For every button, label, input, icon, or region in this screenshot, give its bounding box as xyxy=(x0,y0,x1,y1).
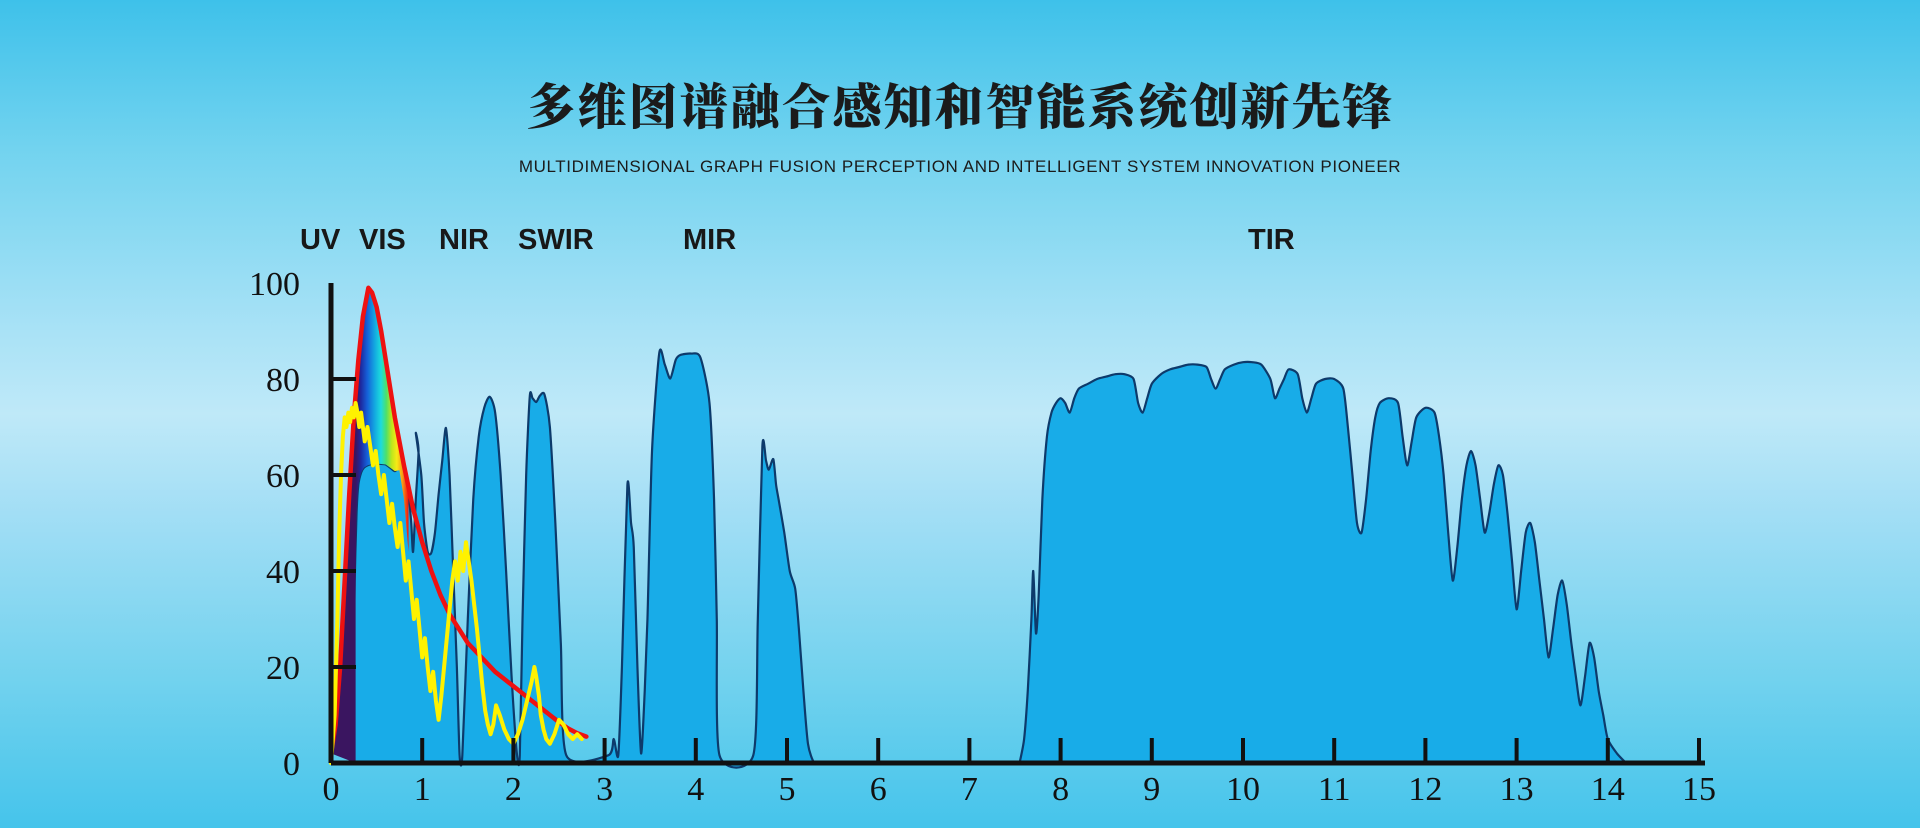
svg-text:15: 15 xyxy=(1682,771,1716,808)
svg-text:9: 9 xyxy=(1143,771,1160,808)
svg-text:8: 8 xyxy=(1052,771,1069,808)
svg-text:7: 7 xyxy=(961,771,978,808)
svg-text:20: 20 xyxy=(266,650,300,687)
svg-text:100: 100 xyxy=(249,266,300,303)
svg-text:10: 10 xyxy=(1226,771,1260,808)
svg-text:4: 4 xyxy=(687,771,704,808)
svg-text:6: 6 xyxy=(870,771,887,808)
svg-text:0: 0 xyxy=(323,771,340,808)
svg-text:2: 2 xyxy=(505,771,522,808)
svg-text:13: 13 xyxy=(1500,771,1534,808)
svg-text:60: 60 xyxy=(266,458,300,495)
svg-text:3: 3 xyxy=(596,771,613,808)
svg-text:40: 40 xyxy=(266,554,300,591)
svg-text:11: 11 xyxy=(1318,771,1351,808)
svg-text:14: 14 xyxy=(1591,771,1625,808)
svg-text:12: 12 xyxy=(1408,771,1442,808)
svg-text:0: 0 xyxy=(283,746,300,783)
svg-text:1: 1 xyxy=(414,771,431,808)
svg-text:80: 80 xyxy=(266,362,300,399)
svg-text:5: 5 xyxy=(779,771,796,808)
